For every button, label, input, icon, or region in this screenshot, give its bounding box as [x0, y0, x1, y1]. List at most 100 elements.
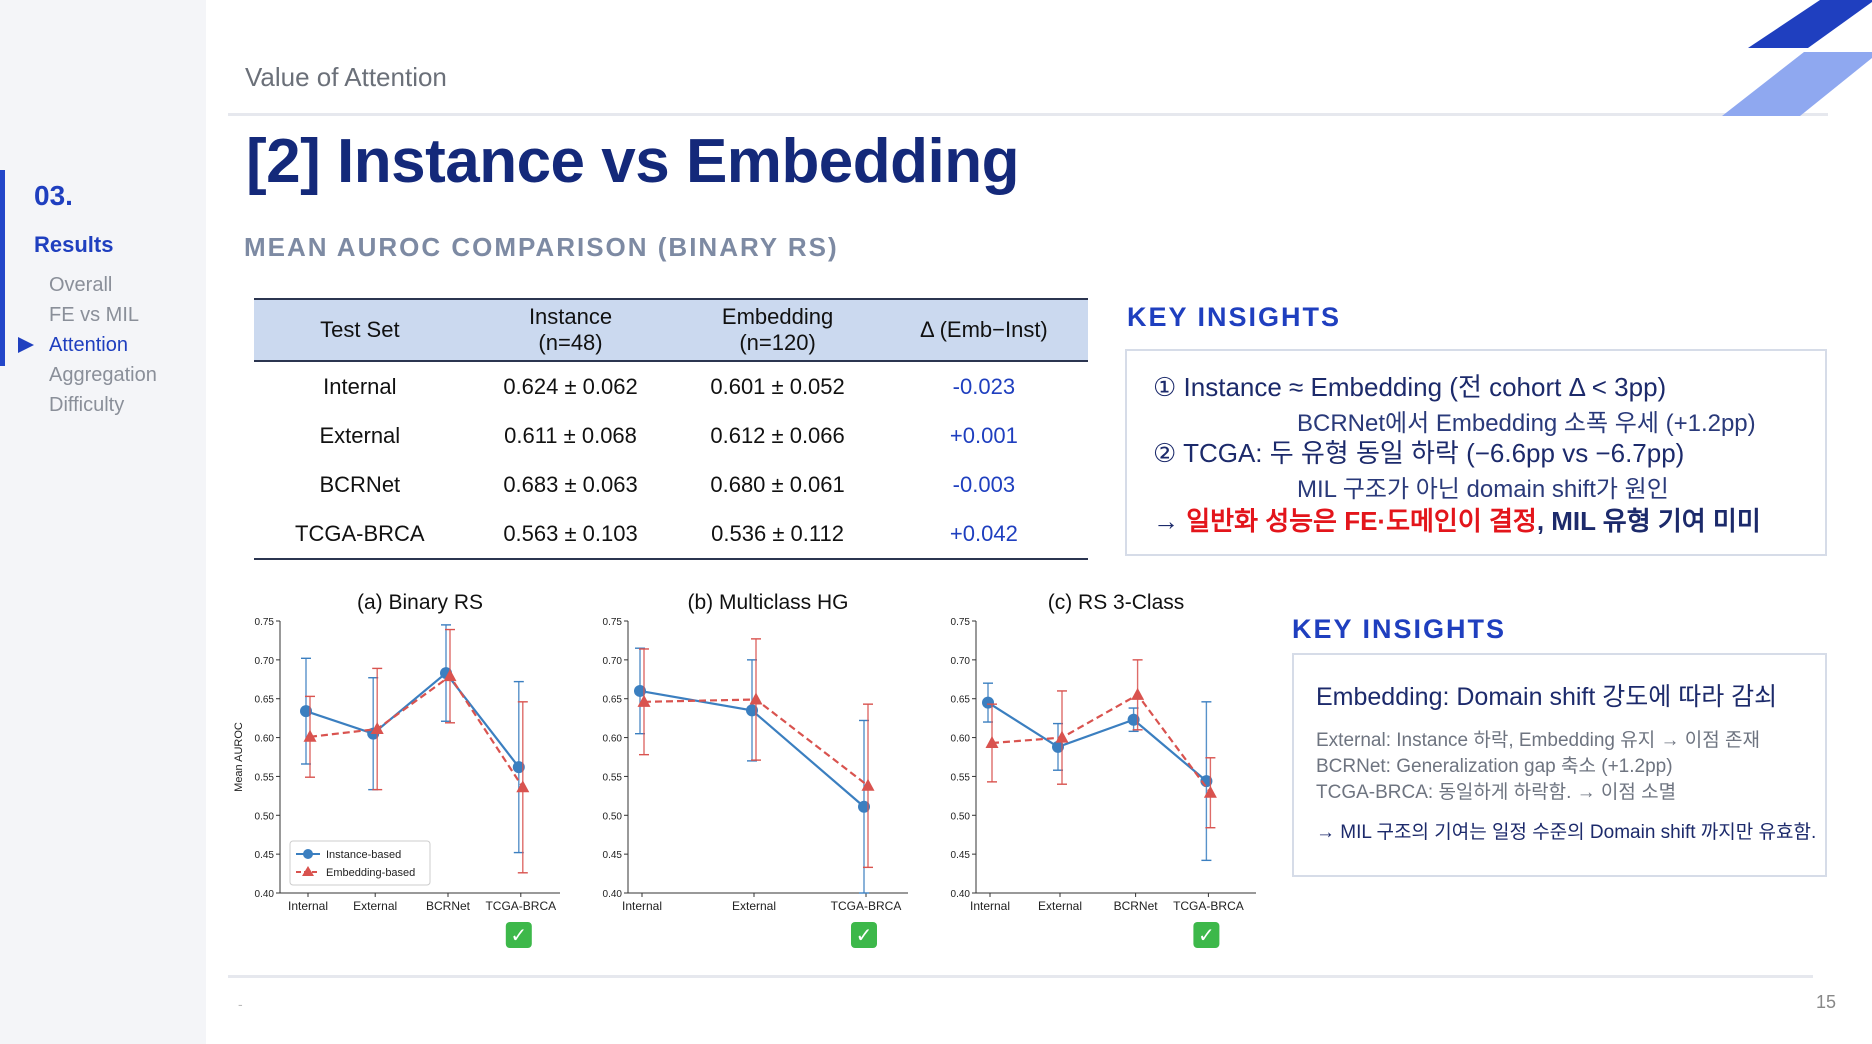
page-subtitle: MEAN AUROC COMPARISON (BINARY RS)	[244, 232, 839, 262]
y-tick-label: 0.70	[255, 656, 275, 667]
series-line	[991, 693, 1212, 794]
legend-label: Instance-based	[326, 849, 401, 861]
data-point	[370, 722, 384, 735]
cell-test-set: Internal	[323, 373, 397, 399]
x-tick-label: TCGA-BRCA	[831, 899, 902, 913]
y-tick-label: 0.40	[603, 889, 623, 900]
cell-instance: 0.624 ± 0.062	[503, 373, 638, 399]
check-mark: ✓	[856, 923, 873, 947]
chart-panel: (b) Multiclass HG 0.40 0.45 0.50 0.55 0.60 0.6…	[603, 591, 908, 948]
chart-title: (a) Binary RS	[357, 591, 483, 614]
table-row: TCGA-BRCA 0.563 ± 0.103 0.536 ± 0.112 +0…	[254, 509, 1088, 560]
line-charts: (a) Binary RS 0.40 0.45 0.50 0.55 0.60 0.65 0.7…	[233, 591, 1256, 948]
x-tick-label: BCRNet	[1114, 899, 1159, 913]
nav-item-label: FE vs MIL	[49, 304, 140, 326]
table-row: External 0.611 ± 0.068 0.612 ± 0.066 +0.…	[254, 411, 1088, 460]
data-point	[516, 780, 530, 793]
legend-box	[289, 840, 431, 886]
nav-item-label: Overall	[49, 274, 113, 296]
header-label: Value of Attention	[245, 62, 447, 92]
footer-divider	[228, 975, 1813, 978]
check-badge-icon	[1193, 922, 1220, 948]
cell-delta: +0.001	[949, 422, 1018, 448]
data-point	[746, 704, 758, 717]
key-insights-label-2: KEY INSIGHTS	[1292, 614, 1507, 644]
chart-panel: (c) RS 3-Class 0.40 0.45 0.50 0.55 0.60 0.65 0.…	[951, 591, 1256, 948]
data-point	[861, 778, 875, 791]
y-tick-label: 0.45	[603, 850, 623, 861]
cell-instance: 0.563 ± 0.103	[465, 509, 676, 560]
key-insights-box-2: Embedding: Domain shift 강도에 따라 감쇠 Extern…	[1292, 653, 1827, 877]
sidebar-accent-bar	[0, 170, 5, 366]
chart-title: (b) Multiclass HG	[687, 591, 848, 614]
insight-detail-line: External: Instance 하락, Embedding 유지 → 이점…	[1316, 730, 1760, 751]
footer-mark: -	[238, 996, 243, 1012]
page-title: [2] Instance vs Embedding	[246, 127, 1020, 196]
data-point	[985, 736, 999, 749]
nav-item-aggregation[interactable]: Aggregation	[49, 360, 157, 390]
nav-item-attention[interactable]: Attention	[18, 330, 157, 360]
cell-delta: -0.003	[952, 471, 1016, 497]
y-tick-label: 0.40	[951, 889, 971, 900]
sidebar: 03. Results Overall FE vs MIL Attention …	[0, 0, 206, 1044]
corner-decoration-icon	[1722, 0, 1872, 116]
x-tick-label: Internal	[970, 899, 1010, 913]
cell-instance: 0.683 ± 0.063	[503, 471, 638, 497]
insight-detail-line: TCGA-BRCA: 동일하게 하락함. → 이점 소멸	[1316, 782, 1677, 803]
y-tick-label: 0.65	[603, 695, 623, 706]
nav-item-fe-vs-mil[interactable]: FE vs MIL	[49, 300, 157, 330]
series-line	[987, 701, 1208, 782]
x-tick-label: TCGA-BRCA	[485, 899, 556, 913]
insight-line-2-sub: MIL 구조가 아닌 domain shift가 원인	[1297, 476, 1669, 503]
chart-panel: (a) Binary RS 0.40 0.45 0.50 0.55 0.60 0.65 0.7…	[233, 591, 560, 948]
cell-instance: 0.611 ± 0.068	[504, 422, 637, 448]
insight-line-1: ① Instance ≈ Embedding (전 cohort Δ < 3pp…	[1153, 372, 1667, 402]
x-tick-label: TCGA-BRCA	[1173, 899, 1244, 913]
nav-item-overall[interactable]: Overall	[49, 270, 157, 300]
x-tick-label: External	[353, 899, 397, 913]
header-test-set: Test Set	[254, 298, 466, 362]
nav-item-label: Attention	[49, 334, 128, 356]
section-nav: Overall FE vs MIL Attention Aggregation …	[18, 270, 157, 420]
y-tick-label: 0.55	[951, 772, 971, 783]
y-tick-label: 0.45	[951, 850, 971, 861]
nav-item-label: Difficulty	[49, 394, 125, 416]
header-delta: Δ (Emb−Inst)	[879, 298, 1088, 362]
table-row: Internal 0.624 ± 0.062 0.601 ± 0.052 -0.…	[254, 361, 1088, 411]
y-axis-label: Mean AUROC	[233, 722, 245, 792]
insight-line-2: ② TCGA: 두 유형 동일 하락 (−6.6pp vs −6.7pp)	[1153, 438, 1685, 468]
page-number: 15	[1816, 992, 1837, 1012]
conclusion-highlight: 일반화 성능은 FE·도메인이 결정	[1186, 506, 1537, 536]
insight-title: Embedding: Domain shift 강도에 따라 감쇠	[1316, 683, 1778, 711]
y-tick-label: 0.50	[603, 811, 623, 822]
data-point	[303, 729, 317, 742]
cell-embedding: 0.612 ± 0.066	[710, 422, 845, 448]
comparison-table: Test Set Instance (n=48) Embedding (n=12…	[254, 298, 1088, 560]
data-point	[1052, 740, 1064, 753]
data-point	[982, 696, 994, 709]
nav-item-difficulty[interactable]: Difficulty	[49, 390, 157, 420]
check-mark: ✓	[510, 923, 527, 947]
data-point	[443, 669, 457, 682]
active-arrow-icon	[18, 337, 34, 353]
data-point	[512, 761, 525, 774]
x-tick-label: BCRNet	[426, 899, 471, 913]
check-mark: ✓	[1198, 923, 1215, 947]
legend-marker	[303, 849, 313, 859]
nav-item-label: Aggregation	[49, 364, 157, 386]
y-tick-label: 0.55	[603, 772, 623, 783]
insight-conclusion-2: → MIL 구조의 기여는 일정 수준의 Domain shift 까지만 유효…	[1316, 822, 1817, 843]
cell-test-set: BCRNet	[319, 471, 401, 497]
chart-title: (c) RS 3-Class	[1048, 591, 1185, 614]
insight-line-1-sub: BCRNet에서 Embedding 소폭 우세 (+1.2pp)	[1297, 410, 1756, 437]
y-tick-label: 0.55	[255, 772, 275, 783]
data-point	[749, 692, 763, 705]
section-title[interactable]: Results	[34, 232, 114, 257]
cell-delta: -0.023	[952, 373, 1016, 399]
series-line	[309, 674, 524, 788]
x-tick-label: Internal	[622, 899, 662, 913]
x-tick-label: External	[1038, 899, 1082, 913]
cell-embedding: 0.601 ± 0.052	[710, 373, 845, 399]
y-tick-label: 0.65	[951, 695, 971, 706]
cell-test-set: TCGA-BRCA	[254, 509, 466, 560]
